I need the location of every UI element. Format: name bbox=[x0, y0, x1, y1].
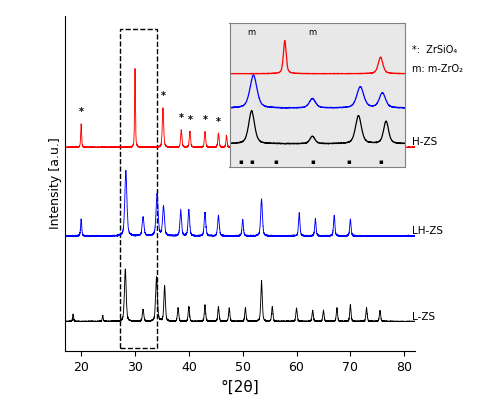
Text: *: * bbox=[216, 117, 221, 126]
Text: *:  ZrSiO₄: *: ZrSiO₄ bbox=[412, 45, 458, 55]
Text: *: * bbox=[259, 98, 264, 108]
Text: H-ZS: H-ZS bbox=[412, 138, 438, 148]
Text: *: * bbox=[179, 113, 184, 123]
Bar bbox=[120, 29, 157, 348]
Text: *: * bbox=[78, 107, 84, 117]
X-axis label: °[2θ]: °[2θ] bbox=[220, 379, 260, 394]
Text: LH-ZS: LH-ZS bbox=[412, 226, 444, 236]
Text: *: * bbox=[160, 91, 166, 101]
Text: *: * bbox=[333, 120, 338, 130]
Text: L-ZS: L-ZS bbox=[412, 312, 436, 322]
Y-axis label: Intensity [a.u.]: Intensity [a.u.] bbox=[49, 138, 62, 229]
Text: *: * bbox=[202, 115, 207, 125]
Text: *: * bbox=[313, 121, 318, 131]
Text: *: * bbox=[188, 115, 192, 125]
Text: *: * bbox=[372, 121, 377, 131]
Text: *: * bbox=[240, 117, 245, 127]
Text: *: * bbox=[350, 119, 356, 129]
Text: m: m-ZrO₂: m: m-ZrO₂ bbox=[412, 63, 464, 73]
